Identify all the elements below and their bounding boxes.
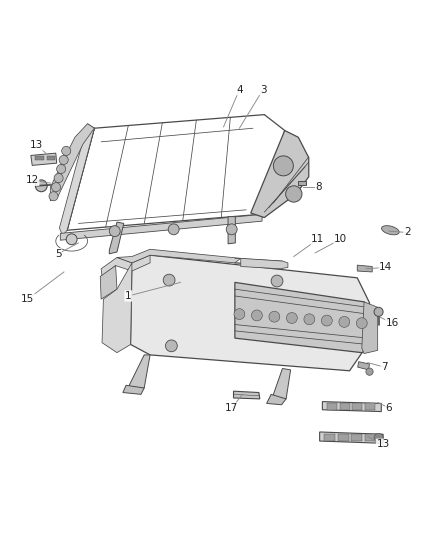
Text: 12: 12 bbox=[25, 175, 39, 185]
Circle shape bbox=[54, 174, 63, 183]
Polygon shape bbox=[273, 368, 291, 400]
Circle shape bbox=[35, 180, 47, 192]
Polygon shape bbox=[358, 362, 370, 370]
Circle shape bbox=[374, 308, 383, 317]
Polygon shape bbox=[117, 249, 241, 263]
Text: 15: 15 bbox=[21, 294, 34, 304]
Circle shape bbox=[269, 311, 280, 322]
Polygon shape bbox=[35, 156, 43, 160]
Text: 14: 14 bbox=[379, 262, 392, 272]
Text: 4: 4 bbox=[236, 85, 243, 95]
Circle shape bbox=[304, 314, 315, 325]
Polygon shape bbox=[47, 156, 55, 160]
Circle shape bbox=[62, 147, 71, 156]
Text: 8: 8 bbox=[315, 182, 322, 192]
Circle shape bbox=[357, 318, 367, 329]
Polygon shape bbox=[327, 403, 337, 410]
Circle shape bbox=[168, 224, 179, 235]
Circle shape bbox=[286, 312, 297, 324]
Ellipse shape bbox=[381, 225, 399, 235]
Circle shape bbox=[163, 274, 175, 286]
Text: 1: 1 bbox=[125, 291, 132, 301]
Circle shape bbox=[59, 156, 68, 165]
Text: 11: 11 bbox=[311, 235, 325, 244]
Circle shape bbox=[339, 317, 350, 327]
Polygon shape bbox=[50, 124, 94, 201]
Text: 13: 13 bbox=[30, 140, 43, 150]
Polygon shape bbox=[228, 216, 235, 244]
Circle shape bbox=[271, 275, 283, 287]
Circle shape bbox=[49, 192, 58, 201]
Polygon shape bbox=[129, 355, 150, 391]
Circle shape bbox=[366, 368, 373, 375]
Circle shape bbox=[166, 340, 177, 352]
Circle shape bbox=[321, 315, 332, 326]
Polygon shape bbox=[322, 401, 381, 411]
Circle shape bbox=[374, 433, 383, 442]
Polygon shape bbox=[352, 403, 362, 410]
Text: 17: 17 bbox=[225, 403, 238, 413]
Polygon shape bbox=[123, 385, 144, 394]
Text: 6: 6 bbox=[386, 403, 392, 413]
Polygon shape bbox=[101, 255, 150, 277]
Polygon shape bbox=[298, 181, 306, 185]
Polygon shape bbox=[31, 153, 57, 165]
Polygon shape bbox=[241, 259, 288, 269]
Text: 3: 3 bbox=[260, 85, 266, 95]
Circle shape bbox=[66, 234, 77, 245]
Circle shape bbox=[273, 156, 293, 176]
Circle shape bbox=[226, 224, 237, 235]
Polygon shape bbox=[320, 432, 383, 443]
Polygon shape bbox=[100, 265, 117, 299]
Polygon shape bbox=[60, 214, 262, 240]
Polygon shape bbox=[251, 131, 309, 217]
Polygon shape bbox=[339, 403, 350, 410]
Circle shape bbox=[234, 309, 245, 320]
Polygon shape bbox=[60, 124, 94, 236]
Polygon shape bbox=[267, 394, 286, 405]
Text: 5: 5 bbox=[55, 249, 61, 259]
Circle shape bbox=[286, 186, 302, 202]
Polygon shape bbox=[102, 263, 132, 353]
Polygon shape bbox=[351, 434, 362, 441]
Circle shape bbox=[57, 165, 66, 174]
Polygon shape bbox=[324, 434, 335, 441]
Polygon shape bbox=[365, 434, 376, 441]
Polygon shape bbox=[131, 255, 370, 371]
Text: 16: 16 bbox=[385, 318, 399, 328]
Polygon shape bbox=[357, 265, 372, 272]
Circle shape bbox=[251, 310, 262, 321]
Circle shape bbox=[52, 183, 60, 192]
Polygon shape bbox=[365, 403, 375, 410]
Text: 10: 10 bbox=[334, 235, 347, 244]
Text: 13: 13 bbox=[377, 439, 390, 449]
Polygon shape bbox=[233, 391, 260, 399]
Polygon shape bbox=[362, 302, 378, 353]
Text: 7: 7 bbox=[381, 362, 388, 372]
Polygon shape bbox=[235, 282, 371, 353]
Circle shape bbox=[110, 225, 120, 237]
Polygon shape bbox=[338, 434, 349, 441]
Polygon shape bbox=[110, 222, 124, 254]
Text: 2: 2 bbox=[404, 228, 410, 238]
